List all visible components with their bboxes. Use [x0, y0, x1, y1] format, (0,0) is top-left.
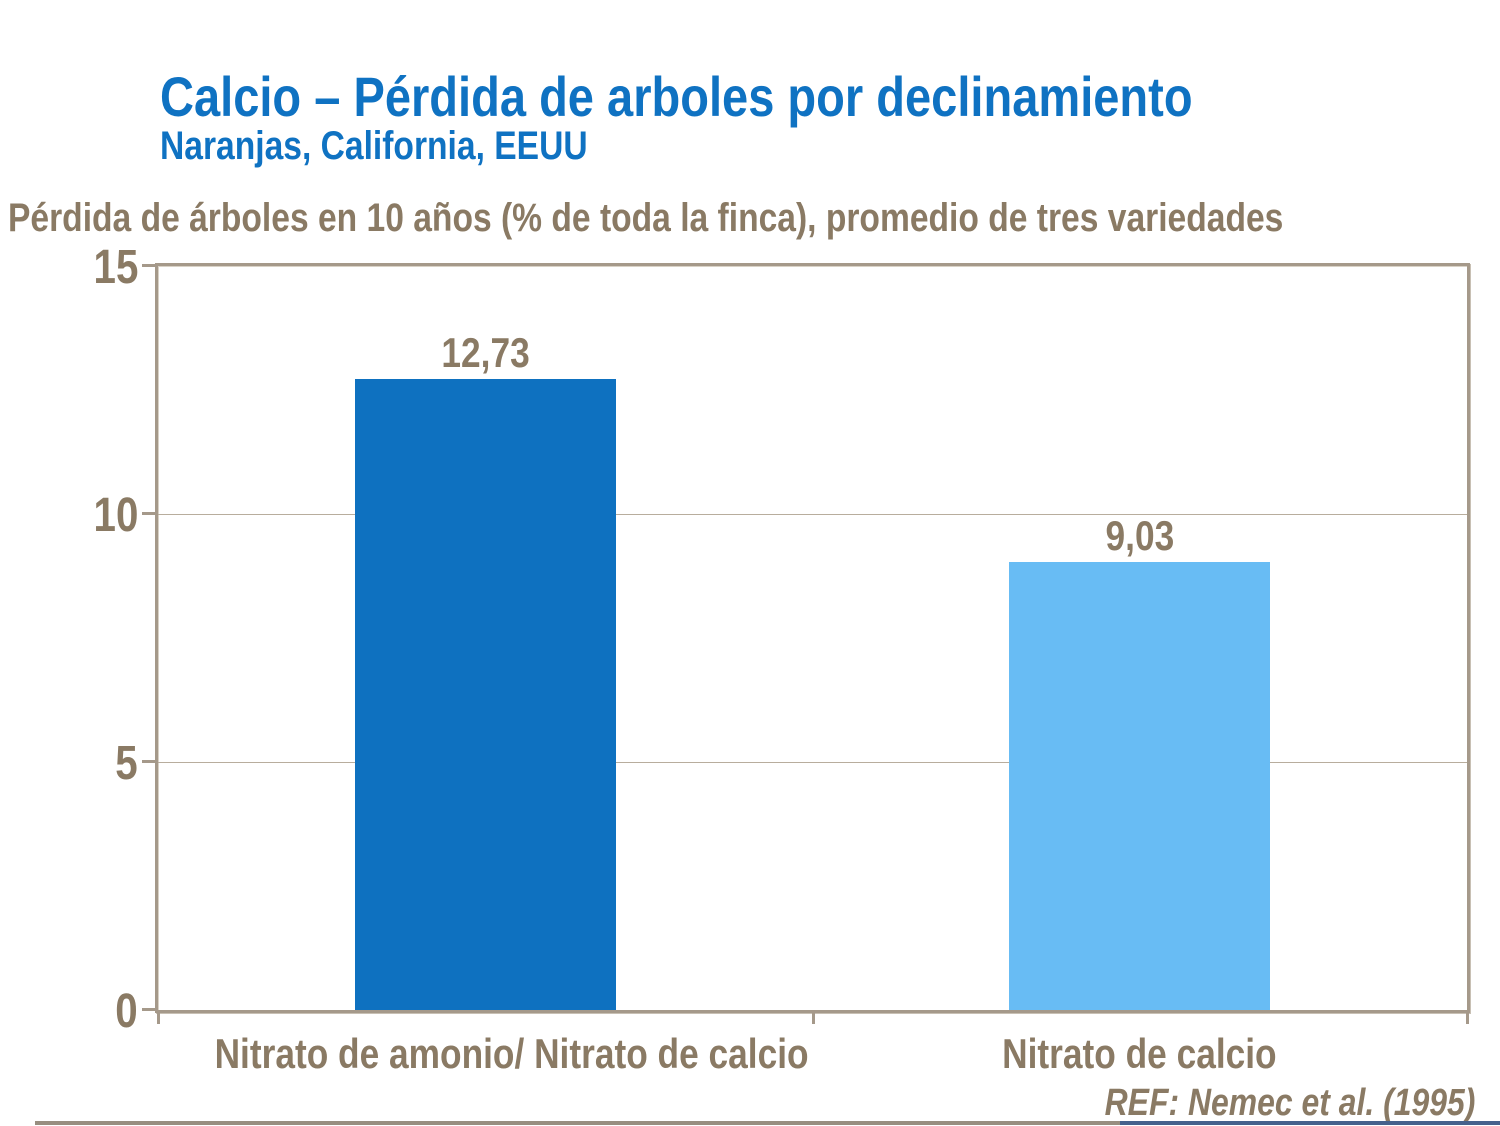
chart-caption-text: Pérdida de árboles en 10 años (% de toda…: [8, 196, 1284, 240]
y-tick-label-5: 5: [0, 736, 138, 791]
reference-note-text: REF: Nemec et al. (1995): [1104, 1082, 1475, 1124]
bar-2: [1009, 562, 1271, 1010]
x-category-label-1-text: Nitrato de amonio/ Nitrato de calcio: [214, 1030, 809, 1077]
x-category-label-2-text: Nitrato de calcio: [1002, 1030, 1277, 1077]
slide-subtitle-text: Naranjas, California, EEUU: [160, 124, 588, 168]
x-tick-mark-0: [157, 1010, 160, 1024]
gridline-5: [158, 762, 1467, 763]
y-tick-label-5-text: 5: [115, 737, 138, 790]
y-tick-label-0: 0: [0, 984, 138, 1039]
reference-note: REF: Nemec et al. (1995): [675, 1082, 1475, 1125]
x-tick-mark-2: [1466, 1010, 1469, 1024]
y-tick-mark-0: [142, 1008, 156, 1011]
y-tick-label-15-text: 15: [93, 241, 138, 294]
y-tick-label-10: 10: [0, 488, 138, 543]
bar-value-label-1-text: 12,73: [441, 328, 530, 376]
y-tick-mark-10: [142, 512, 156, 515]
footer-rule-blue: [1120, 1121, 1500, 1125]
bar-value-label-2: 9,03: [813, 512, 1468, 560]
gridline-10: [158, 514, 1467, 515]
x-category-label-1: Nitrato de amonio/ Nitrato de calcio: [158, 1030, 813, 1078]
y-tick-label-0-text: 0: [115, 985, 138, 1038]
y-tick-label-15: 15: [0, 240, 138, 295]
slide-subtitle: Naranjas, California, EEUU: [160, 124, 669, 169]
y-tick-mark-15: [142, 264, 156, 267]
y-tick-label-10-text: 10: [93, 489, 138, 542]
y-tick-mark-5: [142, 760, 156, 763]
bar-value-label-1: 12,73: [158, 329, 813, 377]
x-tick-mark-1: [811, 1010, 815, 1024]
x-category-label-2: Nitrato de calcio: [813, 1030, 1468, 1078]
chart-caption: Pérdida de árboles en 10 años (% de toda…: [8, 196, 1500, 241]
bar-value-label-2-text: 9,03: [1105, 512, 1175, 560]
slide-title: Calcio – Pérdida de arboles por declinam…: [160, 64, 1389, 129]
footer-rule-gray: [35, 1121, 1120, 1125]
slide-title-text: Calcio – Pérdida de arboles por declinam…: [160, 65, 1193, 128]
bar-1: [354, 378, 616, 1010]
